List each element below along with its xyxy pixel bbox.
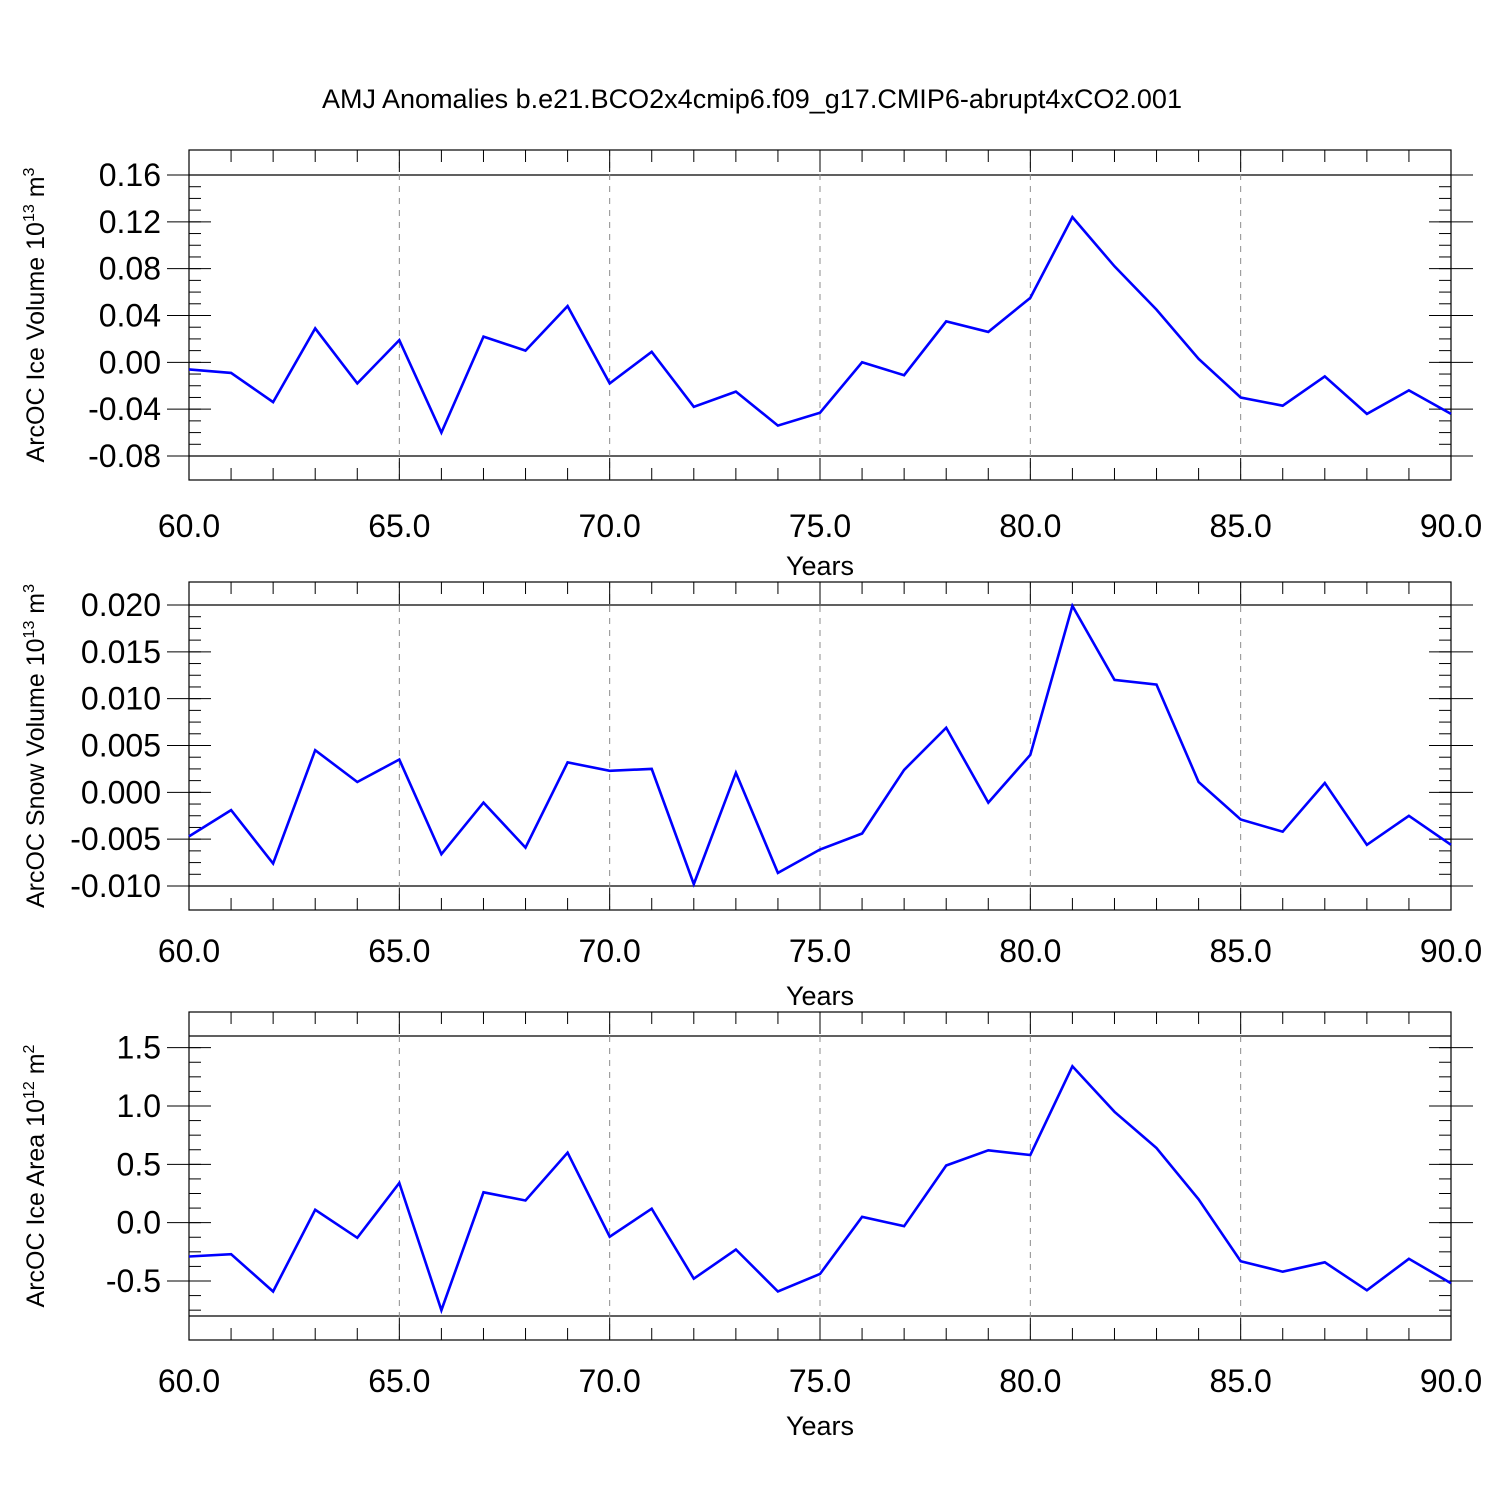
x-axis-title: Years: [786, 1411, 854, 1441]
x-tick-label: 75.0: [789, 508, 851, 544]
y-tick-label: 0.0: [117, 1205, 161, 1241]
y-tick-label: 0.015: [81, 634, 161, 670]
x-tick-label: 70.0: [579, 1363, 641, 1399]
x-tick-label: 70.0: [579, 508, 641, 544]
x-tick-label: 60.0: [158, 1363, 220, 1399]
x-tick-label: 80.0: [999, 508, 1061, 544]
x-tick-label: 90.0: [1420, 933, 1482, 969]
y-tick-label: 0.16: [99, 157, 161, 193]
x-tick-label: 60.0: [158, 508, 220, 544]
x-tick-label: 80.0: [999, 1363, 1061, 1399]
y-axis-title: ArcOC Ice Area 1012 m2: [21, 1044, 50, 1307]
x-tick-label: 85.0: [1210, 933, 1272, 969]
x-axis-title: Years: [786, 981, 854, 1011]
series-line: [188, 1064, 1452, 1315]
panel-snow-volume: -0.010 -0.005 0.000 0.005 0.010 0.015 0.020 60.…: [21, 581, 1482, 1011]
y-axis-title: ArcOC Snow Volume 1013 m3: [21, 584, 50, 908]
x-tick-label: 90.0: [1420, 508, 1482, 544]
x-tick-label: 80.0: [999, 933, 1061, 969]
y-tick-label: 0.005: [81, 728, 161, 764]
y-tick-label: 0.020: [81, 587, 161, 623]
x-axis-title: Years: [786, 551, 854, 581]
figure-title: AMJ Anomalies b.e21.BCO2x4cmip6.f09_g17.…: [322, 84, 1182, 114]
panel-ice-area: -0.5 0.0 0.5 1.0 1.5 60.0 65.0 70.0 75.0 80.0 85.0…: [21, 1011, 1482, 1441]
y-tick-label: -0.010: [70, 868, 161, 904]
x-tick-label: 60.0: [158, 933, 220, 969]
series-line: [188, 214, 1452, 436]
y-tick-label: -0.5: [106, 1263, 161, 1299]
y-tick-label: 1.5: [117, 1030, 161, 1066]
y-tick-label: 0.010: [81, 681, 161, 717]
y-axis-title: ArcOC Ice Volume 1013 m3: [21, 167, 50, 462]
y-tick-label: -0.04: [88, 391, 161, 427]
series-line: [188, 602, 1452, 888]
y-tick-label: -0.08: [88, 438, 161, 474]
y-tick-label: 0.08: [99, 251, 161, 287]
y-tick-label: -0.005: [70, 821, 161, 857]
y-tick-label: 0.5: [117, 1146, 161, 1182]
panel-ice-volume: -0.08 -0.04 0.00 0.04 0.08 0.12 0.16 60.0 65.0 70…: [21, 149, 1482, 581]
y-tick-label: 0.00: [99, 344, 161, 380]
x-tick-label: 70.0: [579, 933, 641, 969]
y-tick-label: 0.000: [81, 774, 161, 810]
y-tick-label: 1.0: [117, 1088, 161, 1124]
y-tick-label: 0.04: [99, 298, 161, 334]
x-tick-label: 65.0: [368, 933, 430, 969]
x-tick-label: 85.0: [1210, 508, 1272, 544]
x-tick-label: 85.0: [1210, 1363, 1272, 1399]
x-tick-label: 90.0: [1420, 1363, 1482, 1399]
y-tick-label: 0.12: [99, 204, 161, 240]
x-tick-label: 65.0: [368, 508, 430, 544]
x-tick-label: 65.0: [368, 1363, 430, 1399]
x-tick-label: 75.0: [789, 933, 851, 969]
x-tick-label: 75.0: [789, 1363, 851, 1399]
